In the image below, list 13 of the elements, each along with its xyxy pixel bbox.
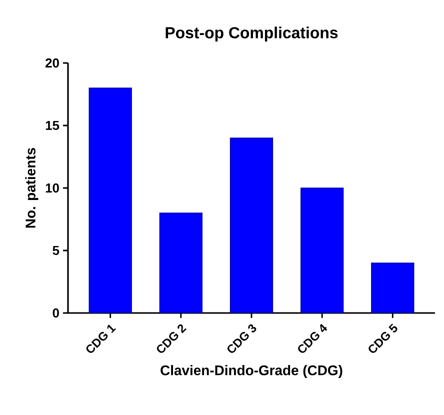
bar	[300, 188, 344, 313]
bar	[371, 262, 414, 313]
y-tick-label: 5	[52, 246, 60, 256]
bar	[230, 138, 274, 313]
bar	[88, 88, 132, 313]
y-axis-title: No. patients	[25, 148, 38, 228]
y-tick-label: 0	[52, 308, 59, 318]
bar	[159, 212, 202, 313]
y-tick-label: 20	[46, 58, 59, 68]
y-tick-label: 10	[46, 183, 59, 193]
x-axis-title: Clavien-Dindo-Grade (CDG)	[160, 365, 342, 378]
chart-title: Post-op Complications	[166, 26, 338, 42]
y-tick-label: 15	[46, 120, 60, 130]
